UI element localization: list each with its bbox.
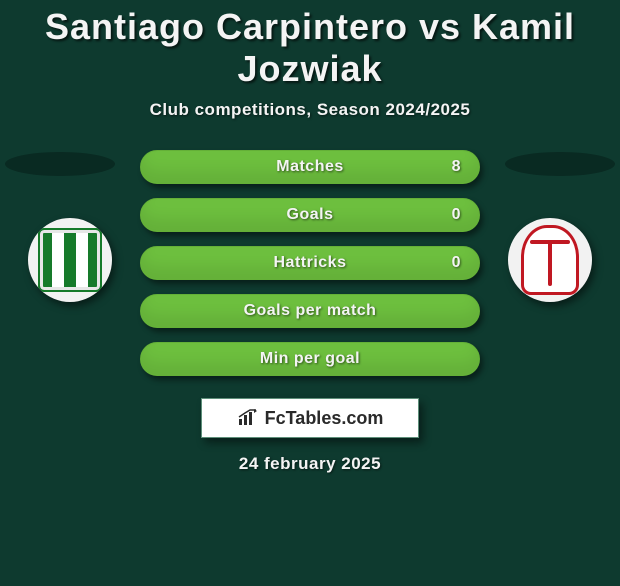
stat-label: Matches [276,158,344,176]
stat-pill: Goals 0 [140,198,480,232]
bar-chart-icon [237,409,259,427]
stat-pill: Min per goal [140,342,480,376]
stat-label: Hattricks [274,254,347,272]
crest-shadow-right [505,152,615,176]
footer-date: 24 february 2025 [0,454,620,474]
watermark-card: FcTables.com [201,398,419,438]
crest-shadow-left [5,152,115,176]
page-title: Santiago Carpintero vs Kamil Jozwiak [0,6,620,90]
crest-right-art [521,225,579,295]
stat-pill: Goals per match [140,294,480,328]
crest-right [508,218,592,302]
stat-pill-list: Matches 8 Goals 0 Hattricks 0 Goals per … [140,138,480,376]
stat-label: Min per goal [260,350,360,368]
page-subtitle: Club competitions, Season 2024/2025 [0,100,620,120]
crest-left [28,218,112,302]
stat-pill: Matches 8 [140,150,480,184]
watermark-text: FcTables.com [265,408,384,429]
stat-right-value: 8 [452,151,461,183]
crest-left-art [38,228,102,292]
stat-label: Goals per match [244,302,377,320]
stat-label: Goals [287,206,334,224]
comparison-arena: Matches 8 Goals 0 Hattricks 0 Goals per … [0,138,620,474]
stat-right-value: 0 [452,199,461,231]
stat-pill: Hattricks 0 [140,246,480,280]
stat-right-value: 0 [452,247,461,279]
